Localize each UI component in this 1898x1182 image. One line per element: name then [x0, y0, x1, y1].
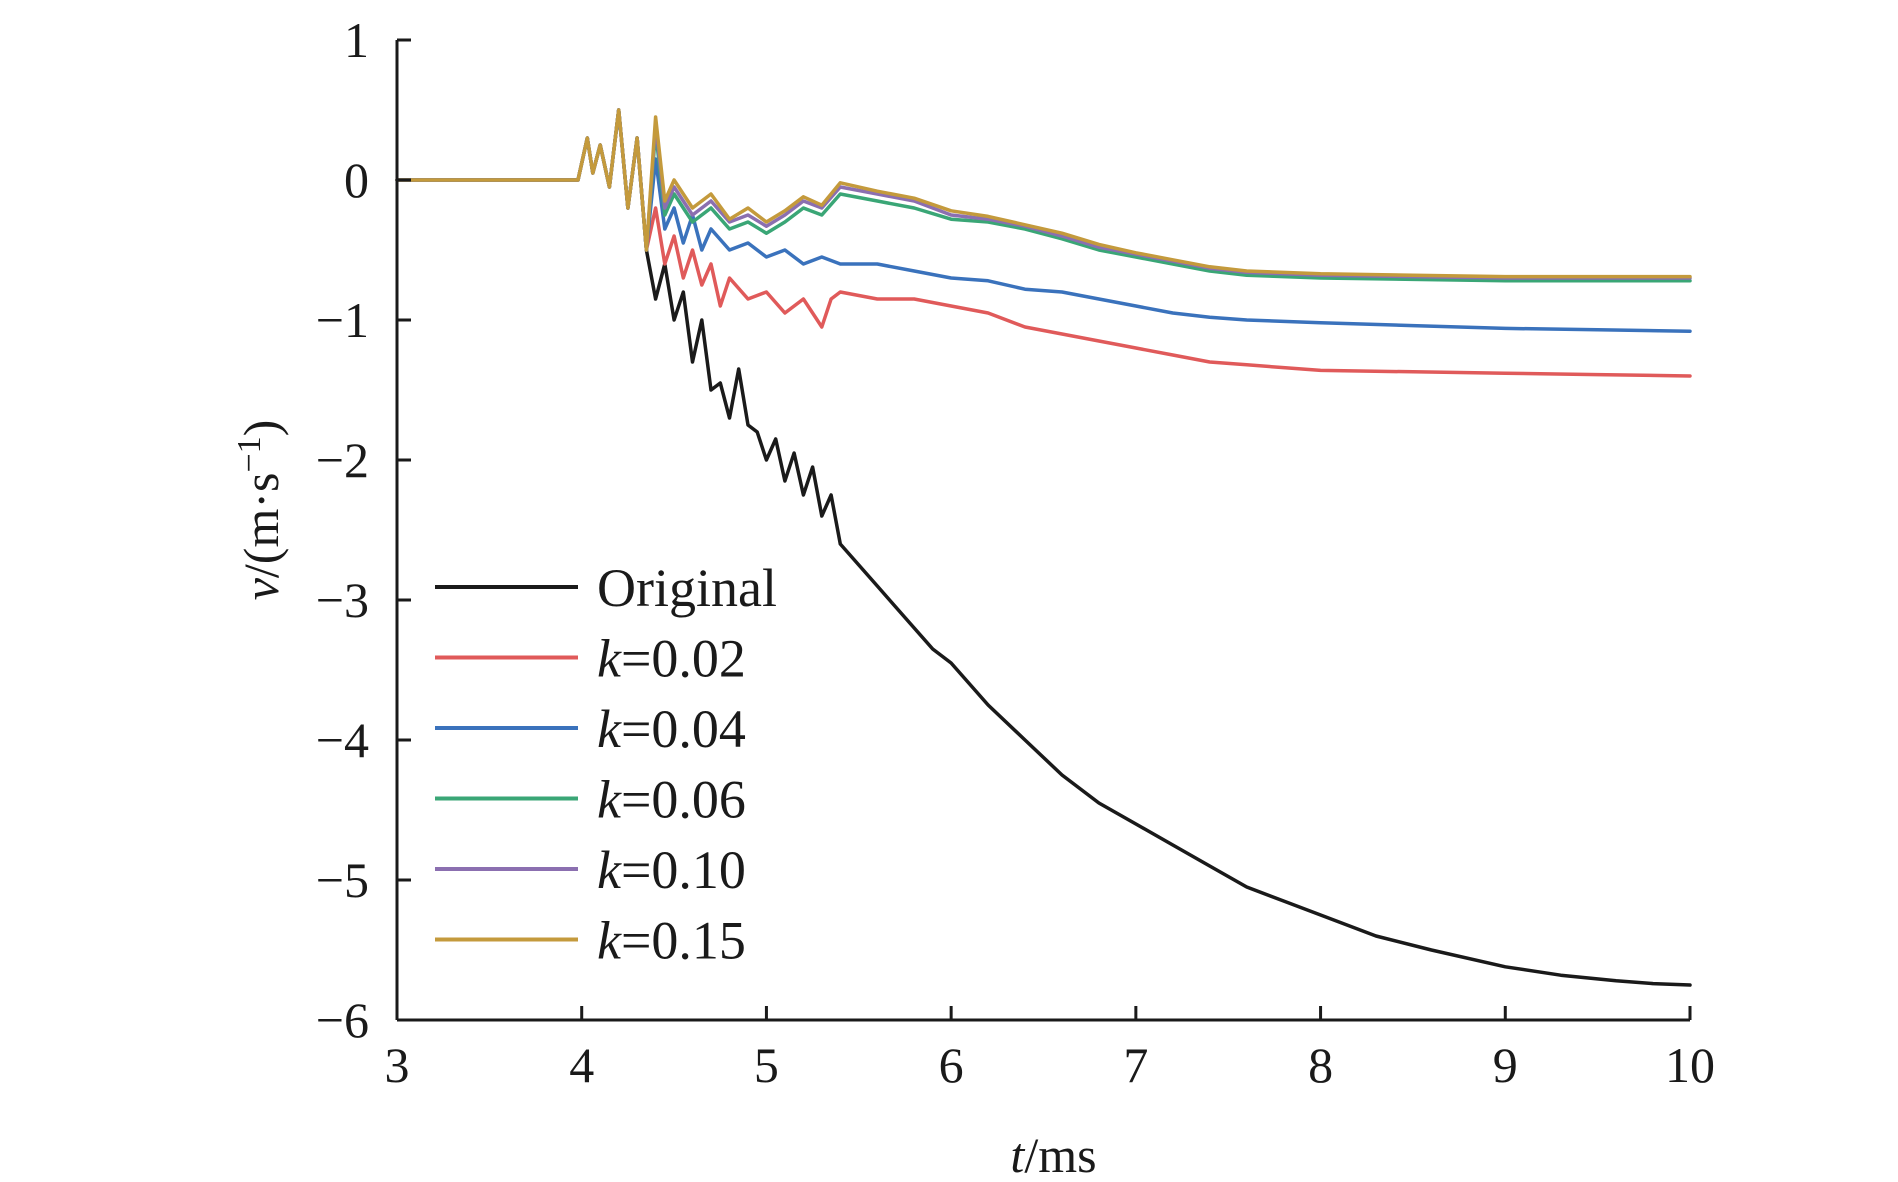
y-axis-title: v/(m·s−1) [231, 420, 289, 601]
y-tick-label: −2 [316, 432, 369, 488]
x-tick-label: 10 [1665, 1037, 1715, 1093]
y-tick-label: −1 [316, 292, 369, 348]
y-tick-label: −3 [316, 572, 369, 628]
x-axis-title-unit: /ms [1024, 1127, 1096, 1182]
x-axis-title: t/ms [1010, 1127, 1096, 1182]
series-line-3 [395, 108, 1692, 283]
y-axis-title-unit-suffix: ) [233, 420, 289, 437]
series-line-5 [395, 108, 1692, 279]
y-axis-title-var: v [233, 577, 289, 600]
y-axis-title-unit-sup: −1 [231, 436, 268, 472]
series-line-4 [395, 108, 1692, 280]
axes-layer [395, 40, 1690, 1022]
y-tick-label: −4 [316, 712, 369, 768]
series-line-2 [395, 108, 1692, 333]
y-tick-label: −6 [316, 992, 369, 1048]
series-line-0 [395, 108, 1692, 987]
legend-label: k=0.10 [597, 840, 746, 900]
x-tick-label: 4 [569, 1037, 594, 1093]
y-tick-label: −5 [316, 852, 369, 908]
y-axis-title-unit-prefix: /(m·s [233, 473, 289, 579]
series-line-1 [395, 108, 1692, 378]
legend-label: k=0.02 [597, 629, 746, 689]
x-tick-label: 7 [1123, 1037, 1148, 1093]
legend-label: Original [597, 558, 777, 618]
legend: Original k=0.02 k=0.04 k=0.06 k=0.10 k=0.15 [435, 558, 777, 971]
legend-label: k=0.06 [597, 770, 746, 830]
series-layer [395, 108, 1692, 987]
x-tick-label: 9 [1493, 1037, 1518, 1093]
x-tick-label: 8 [1308, 1037, 1333, 1093]
legend-label: k=0.15 [597, 911, 746, 971]
x-axis-title-var: t [1010, 1127, 1025, 1182]
x-tick-label: 3 [385, 1037, 410, 1093]
x-tick-label: 6 [939, 1037, 964, 1093]
x-tick-label: 5 [754, 1037, 779, 1093]
y-tick-label: 0 [344, 152, 369, 208]
y-tick-label: 1 [344, 12, 369, 68]
legend-label: k=0.04 [597, 699, 746, 759]
